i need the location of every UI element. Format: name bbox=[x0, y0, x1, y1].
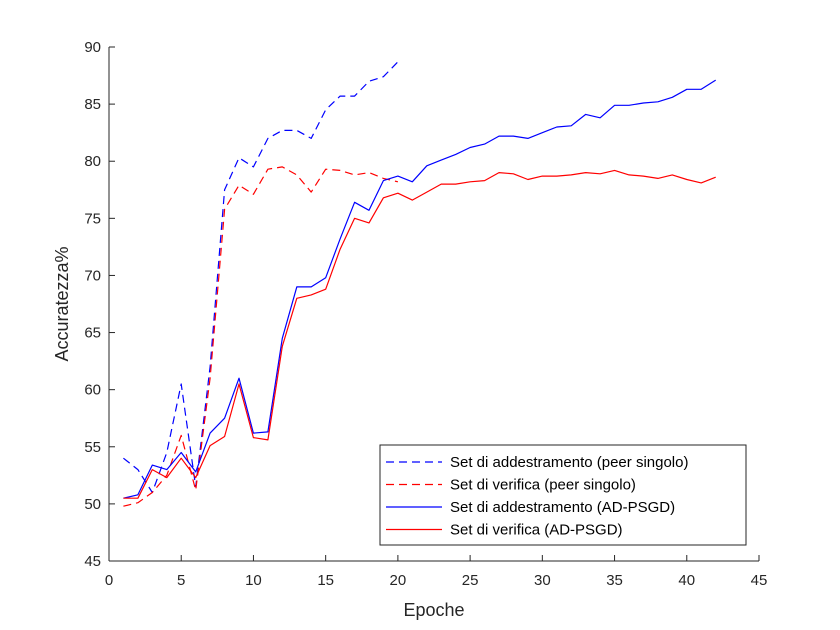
x-tick-label: 5 bbox=[177, 572, 185, 589]
y-axis-label: Accuratezza% bbox=[52, 246, 72, 361]
y-tick-label: 50 bbox=[84, 496, 101, 513]
x-tick-label: 25 bbox=[462, 572, 479, 589]
legend-label-3: Set di addestramento (AD-PSGD) bbox=[450, 499, 675, 516]
x-tick-label: 0 bbox=[105, 572, 113, 589]
y-tick-label: 75 bbox=[84, 210, 101, 227]
series-line-4 bbox=[123, 169, 716, 499]
legend: Set di addestramento (peer singolo) Set d… bbox=[379, 444, 747, 546]
x-tick-label: 40 bbox=[678, 572, 695, 589]
legend-label-4: Set di verifica (AD-PSGD) bbox=[450, 522, 623, 539]
y-tick-label: 90 bbox=[84, 39, 101, 56]
series-layer bbox=[123, 61, 717, 507]
x-tick-label: 45 bbox=[751, 572, 768, 589]
series-line-2 bbox=[123, 166, 399, 507]
y-tick-label: 80 bbox=[84, 153, 101, 170]
y-tick-label: 85 bbox=[84, 96, 101, 113]
y-tick-label: 70 bbox=[84, 267, 101, 284]
series-line-3 bbox=[123, 79, 717, 499]
x-tick-label: 35 bbox=[606, 572, 623, 589]
y-tick-label: 45 bbox=[84, 553, 101, 570]
y-tick-label: 55 bbox=[84, 439, 101, 456]
legend-label-2: Set di verifica (peer singolo) bbox=[450, 477, 636, 494]
series-line-1 bbox=[123, 61, 399, 494]
legend-label-1: Set di addestramento (peer singolo) bbox=[450, 454, 688, 471]
x-tick-label: 15 bbox=[317, 572, 334, 589]
x-axis-label: Epoche bbox=[403, 600, 464, 620]
x-tick-label: 30 bbox=[534, 572, 551, 589]
x-tick-label: 20 bbox=[390, 572, 407, 589]
y-tick-label: 65 bbox=[84, 325, 101, 342]
axes: 0 5 10 15 20 25 30 35 40 45 45 50 55 60 65 70 75 80 85 90 bbox=[84, 39, 767, 589]
x-tick-label: 10 bbox=[245, 572, 262, 589]
y-tick-label: 60 bbox=[84, 382, 101, 399]
